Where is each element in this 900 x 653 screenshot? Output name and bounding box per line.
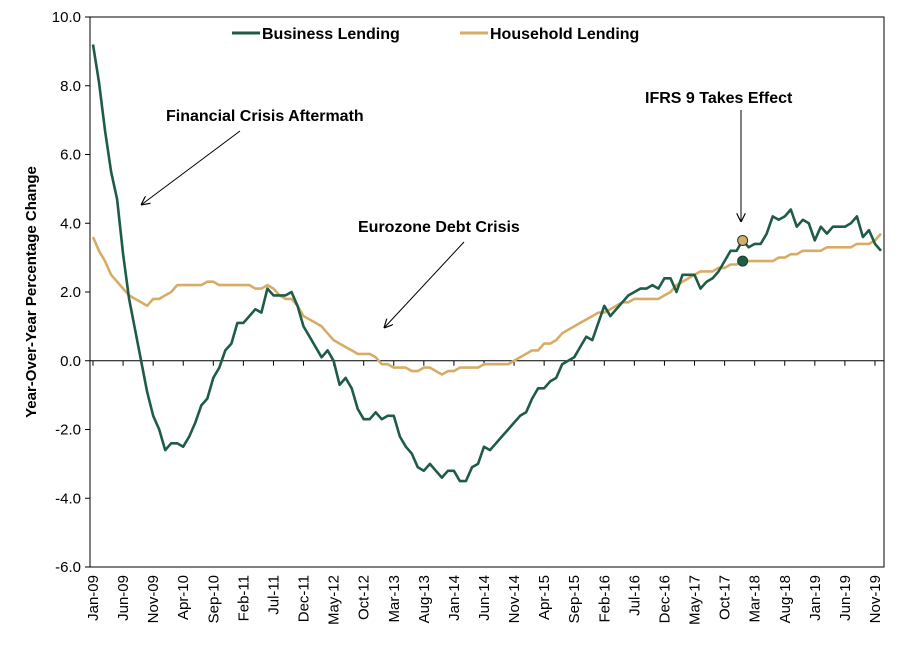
x-tick-label: Sep-15 bbox=[566, 575, 583, 623]
y-axis: 10.0 8.0 6.0 4.0 2.0 0.0 -2.0 -4.0 -6.0 bbox=[52, 9, 90, 576]
y-tick-label: 0.0 bbox=[60, 353, 81, 370]
x-tick-label: Jun-19 bbox=[837, 575, 854, 621]
x-tick-label: Mar-13 bbox=[386, 575, 403, 623]
x-tick-label: Oct-17 bbox=[717, 575, 734, 620]
x-tick-label: Mar-18 bbox=[747, 575, 764, 623]
x-tick-label: Jan-14 bbox=[446, 575, 463, 621]
x-tick-label: Oct-12 bbox=[356, 575, 373, 620]
x-tick-label: Jan-09 bbox=[85, 575, 102, 621]
marker-point-household-lending bbox=[737, 234, 749, 246]
marker-point-business-lending bbox=[737, 255, 749, 267]
series-layer bbox=[91, 44, 882, 483]
x-tick-label: Jul-11 bbox=[265, 575, 282, 615]
y-tick-label: 4.0 bbox=[60, 215, 81, 232]
legend: Business Lending Household Lending bbox=[232, 26, 639, 43]
annotation-ifrs9: IFRS 9 Takes Effect bbox=[645, 90, 793, 107]
x-tick-label: Apr-15 bbox=[536, 575, 553, 620]
x-tick-label: Aug-13 bbox=[416, 575, 433, 623]
x-tick-label: Jul-16 bbox=[626, 575, 643, 616]
series-line-business-lending bbox=[91, 44, 882, 483]
annotation-financial-crisis: Financial Crisis Aftermath bbox=[166, 108, 364, 125]
x-tick-label: Aug-18 bbox=[777, 575, 794, 623]
legend-label-business-lending: Business Lending bbox=[262, 26, 400, 43]
x-tick-label: May-17 bbox=[687, 575, 704, 625]
x-tick-label: Feb-11 bbox=[235, 575, 252, 621]
x-tick-label: Nov-14 bbox=[506, 575, 523, 623]
legend-label-household-lending: Household Lending bbox=[490, 26, 639, 43]
y-tick-label: 6.0 bbox=[60, 147, 81, 164]
x-axis: Jan-09 Jun-09 Nov-09 Apr-10 Sep-10 Feb-11 Jul-… bbox=[85, 360, 884, 625]
annotation-arrow-eurozone-crisis bbox=[384, 241, 465, 328]
marker-layer bbox=[737, 234, 749, 267]
x-tick-label: Nov-09 bbox=[145, 575, 162, 623]
x-tick-label: Sep-10 bbox=[205, 575, 222, 623]
y-tick-label: -2.0 bbox=[55, 422, 81, 439]
x-tick-label: May-12 bbox=[326, 575, 343, 625]
x-tick-label: Apr-10 bbox=[175, 575, 192, 620]
x-tick-label: Dec-16 bbox=[656, 575, 673, 623]
x-tick-label: Nov-19 bbox=[867, 575, 884, 623]
y-tick-label: -4.0 bbox=[55, 490, 81, 507]
annotations: Financial Crisis Aftermath Eurozone Debt… bbox=[141, 90, 793, 328]
y-tick-label: 2.0 bbox=[60, 284, 81, 301]
x-tick-label: Dec-11 bbox=[296, 575, 313, 622]
x-tick-label: Jan-19 bbox=[807, 575, 824, 621]
x-tick-label: Feb-16 bbox=[596, 575, 613, 623]
annotation-arrow-financial-crisis bbox=[141, 130, 241, 205]
x-tick-label: Jun-09 bbox=[115, 575, 132, 621]
series-line-household-lending bbox=[91, 232, 882, 376]
y-axis-label: Year-Over-Year Percentage Change bbox=[23, 166, 40, 418]
y-tick-label: -6.0 bbox=[55, 559, 81, 576]
annotation-eurozone-crisis: Eurozone Debt Crisis bbox=[358, 219, 520, 236]
y-tick-label: 8.0 bbox=[60, 78, 81, 95]
y-tick-label: 10.0 bbox=[52, 9, 81, 26]
x-tick-label: Jun-14 bbox=[476, 575, 493, 621]
